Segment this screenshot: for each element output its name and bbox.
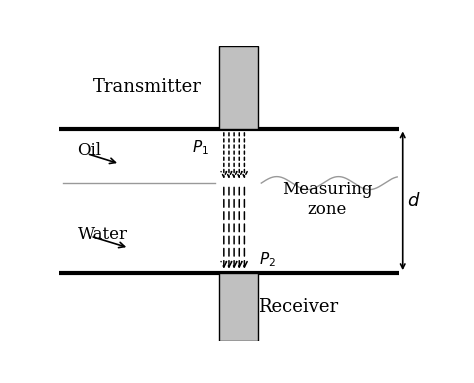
Text: $d$: $d$ bbox=[407, 192, 420, 210]
Bar bbox=[219, 273, 258, 341]
Text: $P_2$: $P_2$ bbox=[259, 250, 276, 269]
Bar bbox=[219, 46, 258, 129]
Text: $P_1$: $P_1$ bbox=[192, 138, 209, 157]
Text: Transmitter: Transmitter bbox=[93, 78, 202, 96]
Text: Oil: Oil bbox=[78, 142, 101, 159]
Text: Water: Water bbox=[78, 226, 128, 243]
Text: Measuring
zone: Measuring zone bbox=[282, 181, 373, 218]
Text: Receiver: Receiver bbox=[258, 298, 338, 316]
